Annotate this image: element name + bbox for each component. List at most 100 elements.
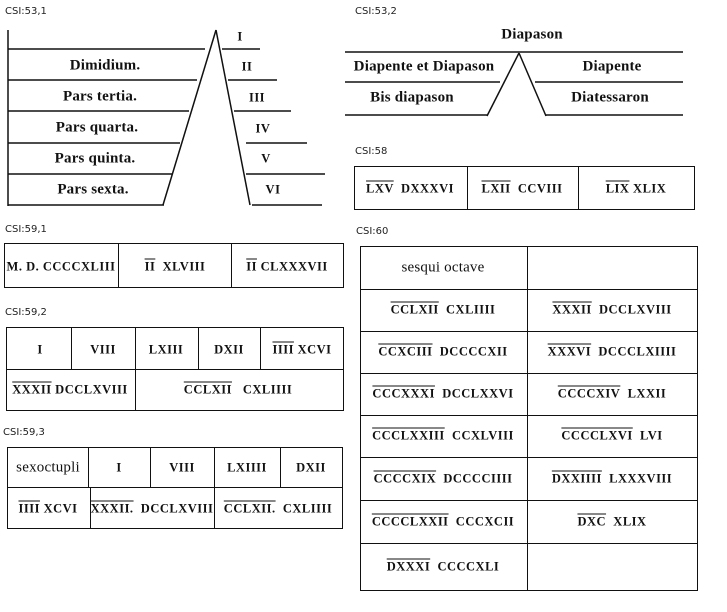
table-csi58	[354, 166, 695, 210]
numeral: DCCLXVIII	[140, 501, 214, 516]
divider	[360, 373, 698, 374]
table-cell: sesqui octave	[402, 259, 485, 276]
figure-label: CSI:53,1	[5, 6, 47, 17]
diagram-numeral: VI	[265, 182, 281, 197]
numeral: CCCXCII	[455, 514, 515, 528]
divider	[360, 457, 698, 458]
divider	[90, 487, 91, 529]
table-cell: LXII CCVIII	[481, 182, 562, 197]
table-cell: XXXVI DCCCLXIIII	[548, 345, 677, 360]
table-cell: M. D. CCCCXLIII	[7, 260, 116, 275]
table-cell: II XLVIII	[145, 260, 206, 275]
numeral: I	[116, 460, 122, 475]
table-cell: CCLXII CXLIIII	[391, 303, 496, 318]
numeral: DXXXVI	[400, 181, 454, 196]
overlined-numeral: CCCLXXIII	[372, 428, 445, 443]
numeral: CLXXXVII	[260, 259, 328, 274]
numeral: LXIIII	[227, 460, 267, 475]
numeral: LXXII	[627, 386, 667, 401]
diagram-label: Bis diapason	[370, 89, 454, 106]
table-cell: DXII	[214, 343, 244, 358]
table-cell: CCCXXXI DCCLXXVI	[372, 387, 513, 402]
diagram-numeral: IV	[255, 121, 271, 136]
diagram-label: Diatessaron	[571, 89, 649, 106]
numeral: CXLIIII	[446, 302, 496, 317]
numeral: DCCCCXII	[439, 344, 508, 359]
table-csi59-3	[7, 447, 343, 529]
overlined-numeral: LXV	[366, 181, 394, 196]
numeral: M. D. CCCCXLIII	[6, 259, 116, 274]
numeral: DCCCLXIIII	[598, 344, 677, 359]
numeral: CCVIII	[517, 181, 563, 196]
cell-text: sexoctupli	[16, 459, 80, 476]
table-cell: XXXII DCCLXVIII	[552, 303, 671, 318]
numeral: CCCCXLI	[437, 559, 500, 574]
table-csi60	[360, 246, 698, 591]
divider	[88, 447, 89, 487]
table-cell: XXXII. DCCLXVIII	[91, 502, 214, 517]
overlined-numeral: LXII	[481, 181, 511, 196]
table-cell: CCCCXIV LXXII	[558, 387, 666, 402]
numeral: DXII	[214, 342, 244, 357]
numeral: DCCCCIIII	[443, 471, 513, 485]
table-cell: CCCCLXVI LVI	[561, 429, 662, 444]
table-cell: sexoctupli	[16, 460, 80, 477]
overlined-numeral: CCCCXIV	[557, 386, 621, 401]
divider	[280, 447, 281, 487]
divider	[360, 331, 698, 332]
divider	[360, 500, 698, 501]
divider	[231, 243, 232, 288]
table-cell: IIII XCVI	[18, 502, 77, 517]
numeral: LVI	[640, 428, 663, 443]
numeral: VIII	[169, 460, 195, 475]
table-cell: LXIIII	[227, 461, 267, 476]
diagram-label: Pars quarta.	[55, 119, 139, 136]
numeral: DXII	[296, 460, 326, 475]
numeral: XLVIII	[162, 259, 206, 274]
diagram-numeral: I	[237, 29, 243, 44]
diagram-label: Diapente	[582, 58, 642, 75]
table-cell: XXXII DCCLXVIII	[12, 383, 128, 398]
table-cell: LIX XLIX	[606, 182, 667, 197]
overlined-numeral: XXXII.	[90, 501, 134, 516]
divider	[260, 327, 261, 369]
table-cell: I	[116, 461, 121, 476]
numeral: DCCLXVIII	[55, 382, 128, 397]
table-cell: DXXIIII LXXXVIII	[552, 471, 672, 486]
table-cell: IIII XCVI	[272, 343, 331, 358]
overlined-numeral: CCLXII	[390, 302, 439, 317]
diagram-label: Diapason	[501, 26, 563, 43]
table-cell: II CLXXXVII	[246, 260, 328, 275]
overlined-numeral: CCCCLXXII	[371, 514, 449, 528]
divider	[467, 166, 468, 210]
overlined-numeral: XXXVI	[547, 344, 592, 359]
table-cell: CCXCIII DCCCCXII	[378, 345, 507, 360]
numeral: I	[37, 342, 43, 357]
numeral: LXXXVIII	[609, 471, 673, 485]
divider	[135, 327, 136, 411]
overlined-numeral: IIII	[18, 501, 40, 516]
overlined-numeral: II	[246, 259, 257, 274]
table-cell: LXIII	[149, 343, 183, 358]
table-cell: DXC XLIX	[577, 514, 646, 529]
figure-label: CSI:59,1	[5, 224, 47, 235]
numeral: LXIII	[148, 342, 184, 357]
table-cell: LXV DXXXVI	[366, 182, 454, 197]
divider	[150, 447, 151, 487]
table-cell: VIII	[169, 461, 195, 476]
numeral: CXLIIII	[242, 382, 293, 397]
divider	[360, 543, 698, 544]
numeral: DCCLXXVI	[442, 386, 514, 401]
divider	[214, 447, 215, 529]
diagram-label: Dimidium.	[69, 57, 141, 74]
table-cell: I	[37, 343, 42, 358]
divider	[360, 289, 698, 290]
numeral: XCVI	[43, 501, 78, 516]
table-csi59-1	[4, 243, 344, 288]
numeral: VIII	[90, 342, 116, 357]
overlined-numeral: CCCCLXVI	[561, 428, 633, 443]
diagram-numeral: II	[241, 59, 253, 74]
divider	[198, 327, 199, 369]
divider	[527, 246, 528, 591]
